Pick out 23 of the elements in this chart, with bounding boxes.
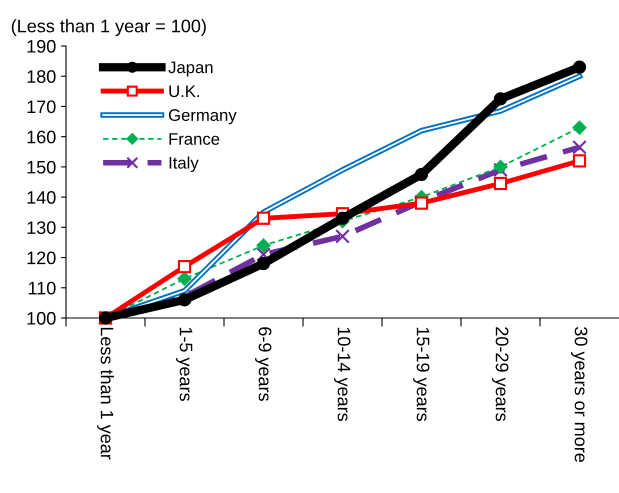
x-tick-label: 6-9 years bbox=[255, 327, 272, 401]
y-tick-label: 140 bbox=[28, 191, 56, 204]
y-tick-label: 190 bbox=[28, 40, 56, 53]
y-tick-label: 160 bbox=[28, 130, 56, 144]
x-tick-label: 10-14 years bbox=[334, 328, 350, 422]
legend-label: U.K. bbox=[169, 85, 200, 98]
y-tick-label: 130 bbox=[28, 221, 56, 234]
y-tick-label: 120 bbox=[28, 251, 56, 264]
y-tick-label: 100 bbox=[28, 312, 56, 325]
x-tick-label: 15-19 years bbox=[413, 328, 430, 422]
y-tick-label: 150 bbox=[28, 160, 56, 174]
x-tick-label: 1-5 years bbox=[176, 328, 192, 401]
legend-label: Italy bbox=[170, 156, 199, 172]
legend-label: France bbox=[169, 133, 220, 145]
x-tick-label: Less than 1 year bbox=[97, 328, 114, 460]
y-tick-label: 170 bbox=[28, 100, 56, 114]
y-tick-label: 180 bbox=[28, 70, 56, 83]
y-tick-label: 110 bbox=[28, 282, 56, 294]
x-tick-label: 30 years or more bbox=[571, 327, 588, 462]
x-tick-label: 20-29 years bbox=[492, 327, 508, 422]
chart-title: (Less than 1 year = 100) bbox=[12, 19, 206, 36]
legend-label: Japan bbox=[168, 62, 212, 77]
legend-label: Germany bbox=[168, 109, 237, 124]
